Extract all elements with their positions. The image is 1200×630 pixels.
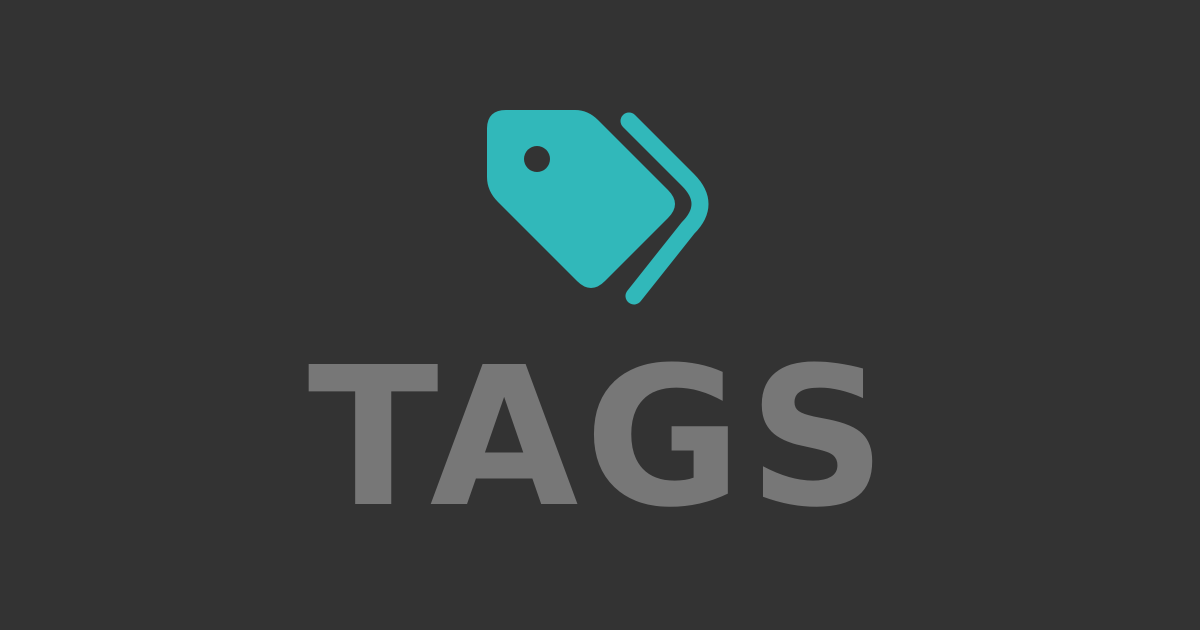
tag-hole: [524, 146, 550, 172]
page-title: TAGS: [307, 327, 893, 550]
tags-icon: [487, 110, 709, 305]
tag-outline-stroke: [620, 112, 709, 305]
